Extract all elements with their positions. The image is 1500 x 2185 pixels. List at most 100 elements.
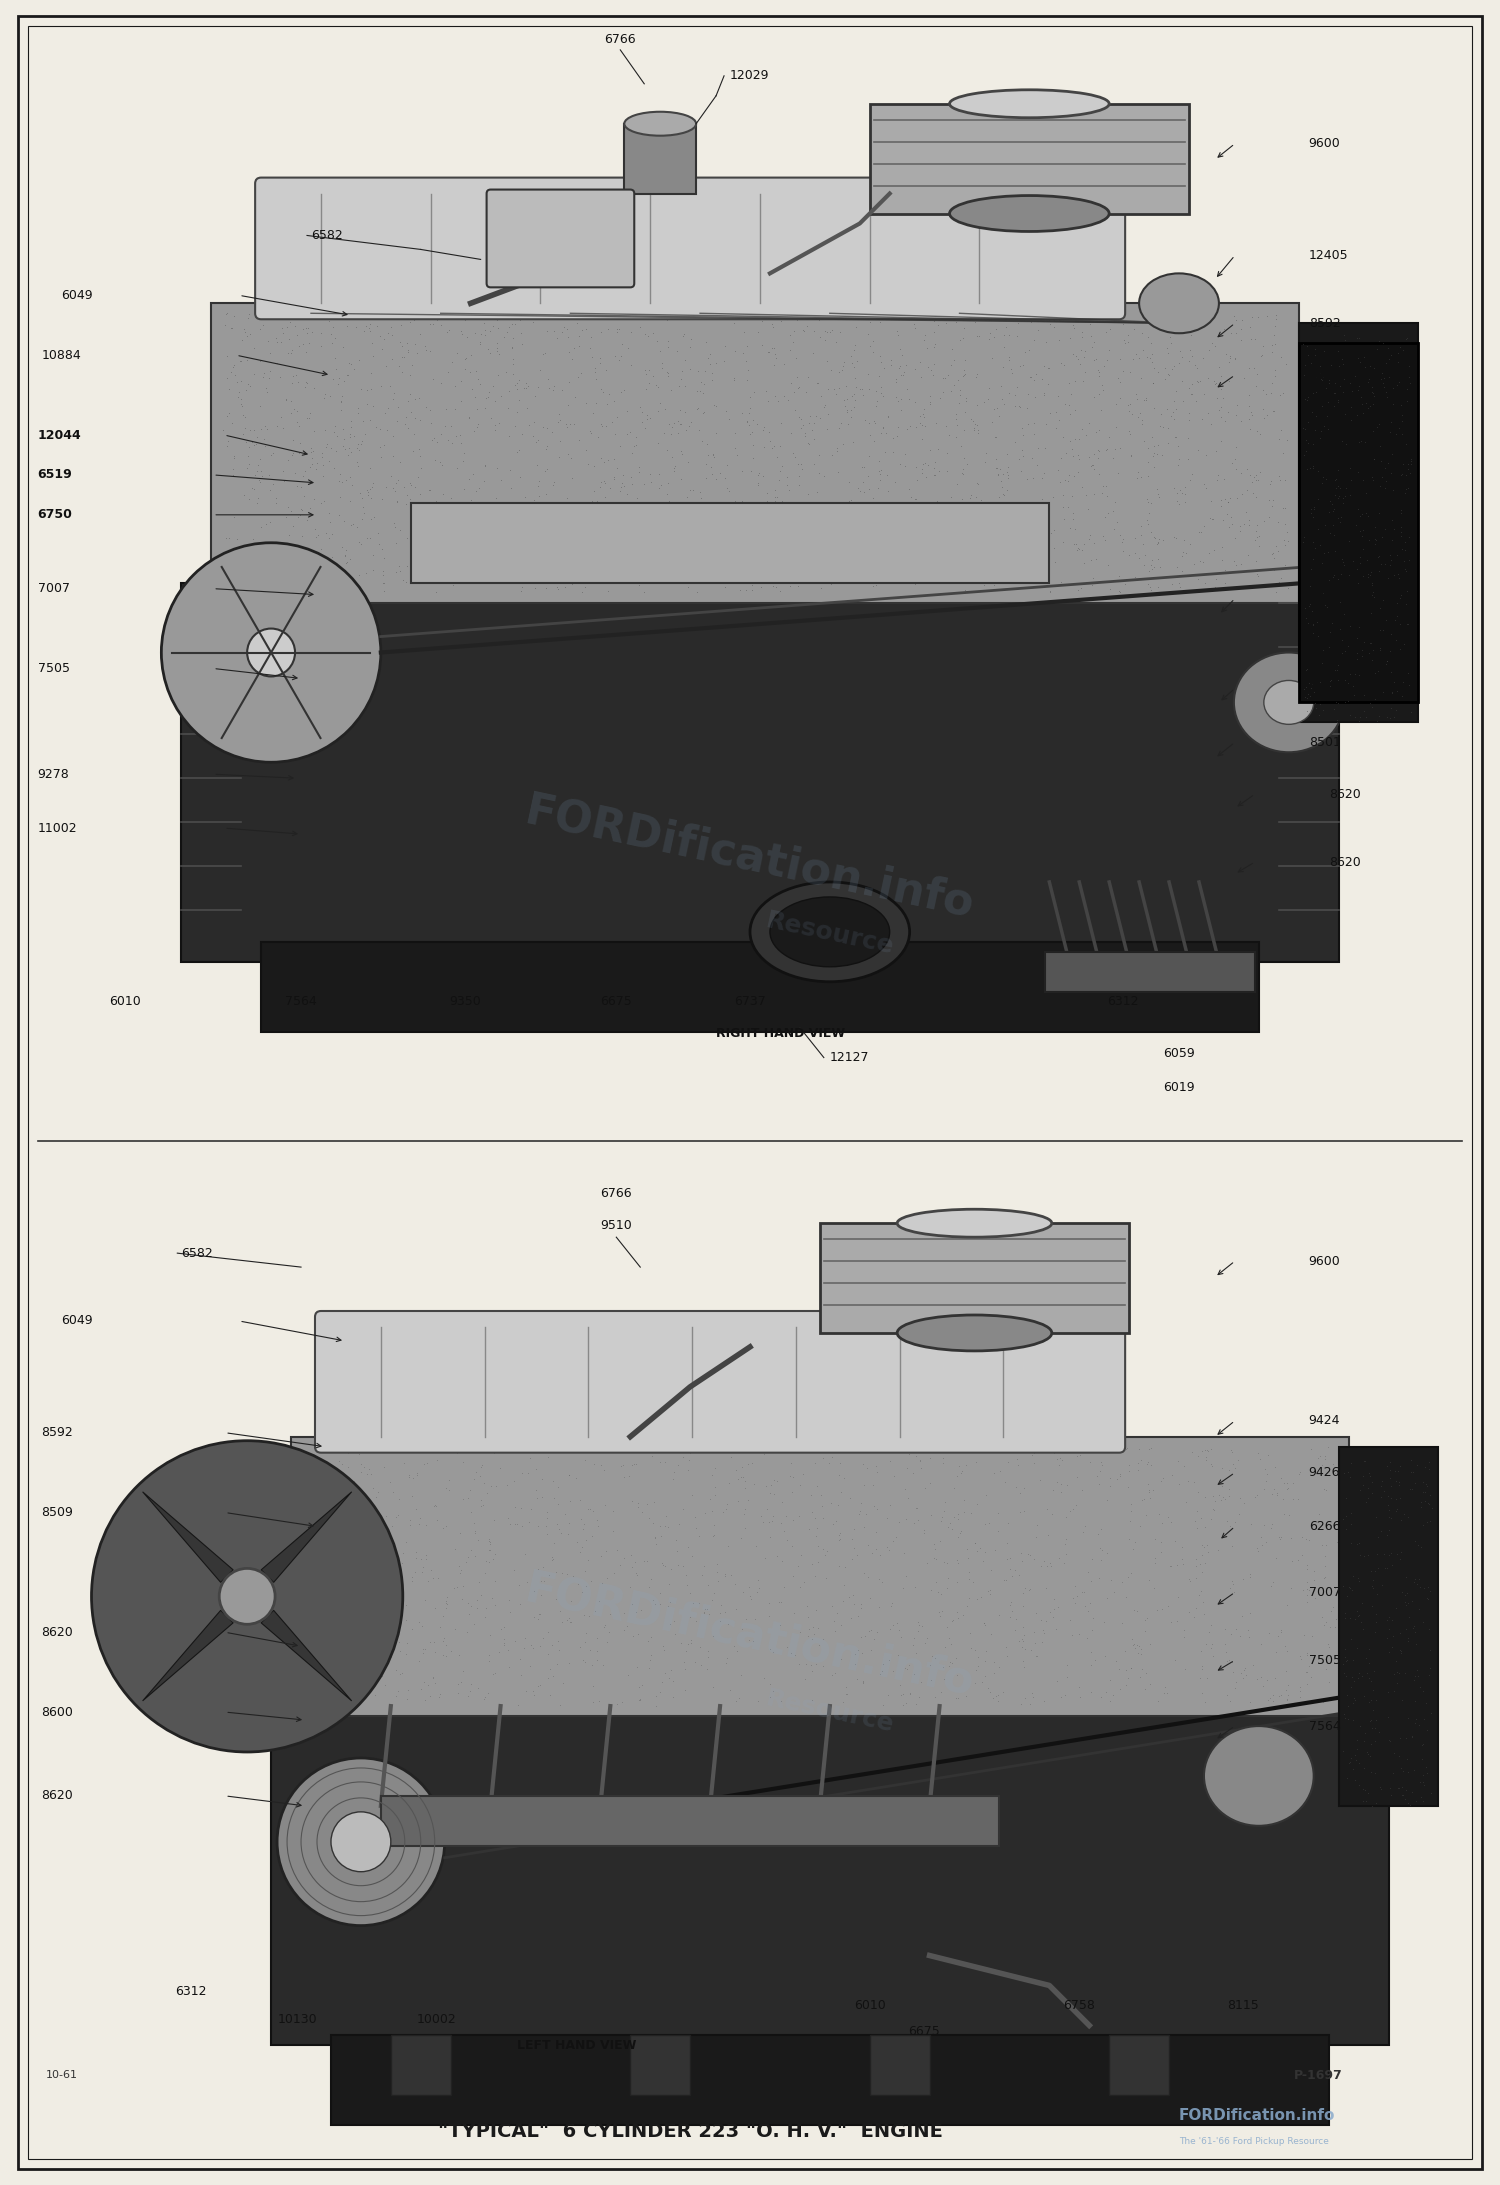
Point [1371,581,1395,616]
Point [896,507,920,542]
Point [1275,1682,1299,1717]
Text: 8620: 8620 [1329,787,1360,800]
Point [286,500,310,535]
Point [704,1451,728,1486]
Point [556,1457,580,1492]
Point [1354,496,1378,531]
Point [1402,1663,1426,1698]
Point [1206,1477,1230,1512]
Point [500,330,523,365]
Point [930,1499,954,1534]
Point [1336,524,1360,559]
Point [1316,1429,1340,1464]
Point [645,487,669,522]
Circle shape [92,1440,404,1752]
Point [690,1558,714,1593]
Point [928,1597,952,1632]
Point [448,312,472,347]
Point [788,1499,812,1534]
Point [756,489,780,524]
Point [530,1564,554,1599]
Point [1108,1460,1132,1495]
Point [548,1632,572,1667]
Point [358,1665,382,1700]
Point [621,1619,645,1654]
Point [442,531,466,566]
Point [777,489,801,524]
Point [933,1630,957,1665]
Point [579,507,603,542]
Point [708,1588,732,1623]
Point [345,426,369,461]
Point [1038,395,1062,430]
Point [580,339,604,374]
Point [1116,323,1140,358]
Point [506,395,530,430]
Point [492,516,516,551]
Point [1374,647,1398,682]
Point [1170,363,1194,398]
Point [957,1562,981,1597]
Point [1368,1715,1392,1750]
Bar [870,2036,930,2095]
Point [294,310,318,345]
Point [1341,544,1365,579]
Point [1198,572,1222,607]
Point [573,1554,597,1588]
Point [657,483,681,518]
Point [537,1678,561,1713]
Point [1144,472,1168,507]
Point [922,444,946,479]
Point [518,406,542,441]
Point [244,568,268,603]
Point [996,437,1020,472]
Point [520,417,544,452]
Point [723,1591,747,1626]
Point [986,457,1010,492]
Text: 7505: 7505 [1308,1654,1341,1667]
Point [339,507,363,542]
Point [676,568,700,603]
Point [1342,1737,1366,1772]
Point [372,321,396,356]
Point [813,387,837,422]
Point [1095,343,1119,378]
Point [1191,1676,1215,1711]
Point [363,1678,387,1713]
Point [1418,1573,1442,1608]
Point [1410,1604,1434,1639]
Point [590,1567,613,1602]
Point [1112,323,1136,358]
Point [435,1586,459,1621]
Point [1416,1468,1440,1503]
Point [942,1499,966,1534]
Point [1245,507,1269,542]
Point [700,1582,724,1617]
Point [734,1471,758,1505]
Point [1348,1473,1372,1508]
Point [1276,524,1300,559]
Point [998,1588,1022,1623]
Point [1299,588,1323,623]
Point [248,465,272,500]
Point [1366,538,1390,572]
Polygon shape [261,1492,351,1582]
Point [663,299,687,334]
Point [1362,350,1386,385]
Point [524,1451,548,1486]
Point [956,1588,980,1623]
Point [1082,452,1106,487]
Point [258,472,282,507]
Point [1166,483,1190,518]
Point [810,1477,834,1512]
Point [350,1455,374,1490]
Point [220,310,245,345]
Point [336,1436,360,1471]
Point [672,1645,696,1680]
Point [880,435,904,470]
Point [914,533,938,568]
Point [525,424,549,459]
Point [1394,553,1417,588]
Point [1008,350,1032,385]
Point [1376,642,1400,677]
